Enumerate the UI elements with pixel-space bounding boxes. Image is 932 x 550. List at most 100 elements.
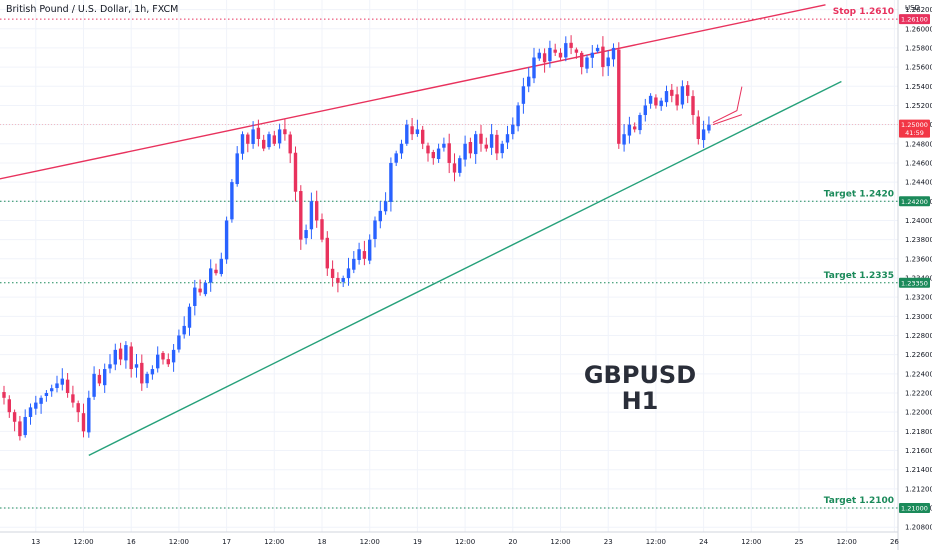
level-label: Stop 1.2610 xyxy=(833,7,894,17)
candle-body xyxy=(156,354,160,369)
candle-body xyxy=(595,47,600,52)
candle-body xyxy=(182,325,186,335)
candle-body xyxy=(219,258,223,275)
last-price-badge xyxy=(899,119,930,138)
time-tick-label: 25 xyxy=(795,538,804,546)
price-tick-label: 1.22200 xyxy=(905,390,932,398)
price-tick-label: 1.22600 xyxy=(905,351,932,359)
candle-body xyxy=(320,219,324,240)
candle-body xyxy=(426,145,430,154)
candle-body xyxy=(447,143,451,163)
candle-body xyxy=(330,268,335,278)
candle-body xyxy=(527,76,531,87)
candle-body xyxy=(145,373,149,384)
candle-body xyxy=(707,124,711,131)
time-tick-label: 23 xyxy=(604,538,613,546)
candle-body xyxy=(214,269,218,274)
time-tick-label: 16 xyxy=(127,538,136,546)
candle-body xyxy=(675,94,679,106)
candle-body xyxy=(569,42,573,48)
time-tick-label: 19 xyxy=(413,538,422,546)
candle-body xyxy=(315,201,319,221)
price-tick-label: 1.21200 xyxy=(905,485,932,493)
candle-body xyxy=(617,49,621,144)
candle-body xyxy=(108,364,112,369)
level-label: Target 1.2100 xyxy=(824,496,894,506)
candle-body xyxy=(166,359,170,365)
level-axis-badge xyxy=(899,503,930,514)
price-tick-label: 1.22800 xyxy=(905,332,932,340)
candle-body xyxy=(701,129,706,141)
candle-body xyxy=(500,143,504,154)
candle-body xyxy=(479,133,483,144)
candle-body xyxy=(389,162,393,202)
candle-body xyxy=(463,143,467,160)
resistance-trendline[interactable] xyxy=(0,4,826,201)
candle-body xyxy=(129,346,133,370)
candle-body xyxy=(224,220,229,260)
candle-body xyxy=(368,239,372,261)
candle-body xyxy=(161,352,165,360)
candle-body xyxy=(18,421,22,437)
price-tick-label: 1.26200 xyxy=(905,6,932,14)
candle-body xyxy=(516,105,520,127)
candle-body xyxy=(357,249,361,260)
time-tick-label: 13 xyxy=(31,538,40,546)
candle-body xyxy=(436,148,441,160)
candle-body xyxy=(489,134,494,148)
candle-body xyxy=(103,369,107,386)
candle-body xyxy=(585,57,589,69)
candle-body xyxy=(235,153,239,185)
candle-body xyxy=(558,52,563,58)
symbol-watermark: GBPUSD H1 xyxy=(560,362,720,414)
candle-body xyxy=(177,335,181,350)
level-label: Target 1.2335 xyxy=(824,271,894,281)
candle-body xyxy=(256,127,261,139)
candle-body xyxy=(28,407,33,417)
price-tick-label: 1.22000 xyxy=(905,409,932,417)
candle-body xyxy=(293,152,298,192)
level-axis-label: 1.23350 xyxy=(901,279,928,287)
forecast-arrow-up xyxy=(712,86,743,124)
candle-body xyxy=(574,49,579,53)
price-tick-label: 1.21400 xyxy=(905,466,932,474)
candle-body xyxy=(50,388,54,392)
candle-body xyxy=(505,134,510,143)
support-trendline[interactable] xyxy=(88,80,842,456)
candle-body xyxy=(542,53,547,63)
candle-body xyxy=(378,210,382,222)
candle-body xyxy=(7,399,11,413)
candle-body xyxy=(267,134,271,148)
candle-body xyxy=(696,116,700,139)
candle-body xyxy=(352,258,356,270)
candle-body xyxy=(198,288,202,293)
candle-body xyxy=(415,129,420,134)
candle-body xyxy=(55,383,59,389)
candle-body xyxy=(648,95,653,104)
candle-body xyxy=(601,46,605,68)
candle-body xyxy=(251,129,255,144)
candle-body xyxy=(537,52,541,59)
candle-body xyxy=(532,57,536,79)
candle-body xyxy=(410,126,414,135)
candle-body xyxy=(134,364,139,368)
price-tick-label: 1.21600 xyxy=(905,447,932,455)
candle-body xyxy=(511,124,515,135)
candle-body xyxy=(564,43,568,58)
time-tick-label: 12:00 xyxy=(360,538,380,546)
price-tick-label: 1.23000 xyxy=(905,313,932,321)
price-tick-label: 1.24800 xyxy=(905,140,932,148)
candle-body xyxy=(680,86,685,105)
candle-body xyxy=(209,268,213,283)
price-tick-label: 1.24000 xyxy=(905,217,932,225)
candle-body xyxy=(548,47,552,62)
candle-body xyxy=(627,124,632,136)
level-axis-badge xyxy=(899,277,930,288)
candle-body xyxy=(309,201,314,230)
candle-body xyxy=(76,403,80,413)
candle-body xyxy=(659,100,663,107)
candle-body xyxy=(495,134,499,154)
candle-body xyxy=(670,89,674,96)
candle-body xyxy=(34,402,38,409)
